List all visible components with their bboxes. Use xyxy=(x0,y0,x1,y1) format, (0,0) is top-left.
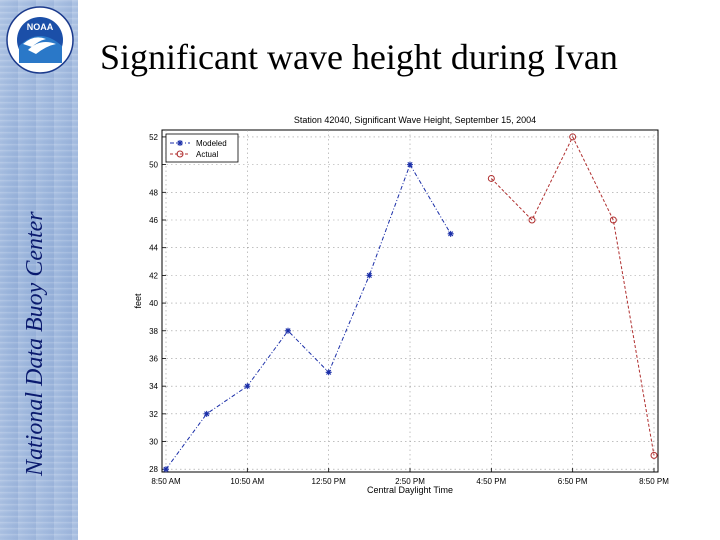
sidebar-band: NOAA National Data Buoy Center xyxy=(0,0,78,540)
chart-title: Station 42040, Significant Wave Height, … xyxy=(294,115,536,125)
y-tick-label: 52 xyxy=(149,133,158,142)
data-point-star xyxy=(177,140,183,146)
y-tick-label: 28 xyxy=(149,465,158,474)
noaa-logo: NOAA xyxy=(6,6,74,74)
y-tick-label: 36 xyxy=(149,354,158,363)
sidebar-title: National Data Buoy Center xyxy=(22,211,48,476)
legend-label: Modeled xyxy=(196,139,227,148)
data-point-star xyxy=(366,272,373,279)
data-point-circle xyxy=(487,174,495,182)
legend-label: Actual xyxy=(196,150,218,159)
y-tick-label: 48 xyxy=(149,188,158,197)
y-tick-label: 42 xyxy=(149,271,158,280)
y-tick-label: 30 xyxy=(149,438,158,447)
legend-box xyxy=(165,133,239,163)
x-tick-label: 12:50 PM xyxy=(312,477,347,486)
wave-height-chart: Station 42040, Significant Wave Height, … xyxy=(133,115,669,495)
legend-items: Modeled Actual xyxy=(170,139,227,159)
y-tick-label: 40 xyxy=(149,299,158,308)
data-point-star xyxy=(203,410,210,417)
data-point-circle xyxy=(650,451,658,459)
x-tick-label: 2:50 PM xyxy=(395,477,425,486)
series-actual xyxy=(487,133,658,459)
x-tick-label: 8:50 PM xyxy=(639,477,669,486)
data-point-circle xyxy=(609,216,617,224)
data-point-star xyxy=(285,327,291,334)
x-axis-label: Central Daylight Time xyxy=(367,485,453,495)
slide-title: Significant wave height during Ivan xyxy=(100,37,618,77)
y-tick-label: 44 xyxy=(149,244,158,253)
data-point-circle xyxy=(528,216,536,224)
data-point-star xyxy=(447,230,454,237)
y-tick-label: 46 xyxy=(149,216,158,225)
series-line xyxy=(490,135,655,456)
data-point-star xyxy=(244,383,251,390)
series-layer xyxy=(163,133,658,473)
legend-item: Modeled xyxy=(170,139,227,148)
tick-layer: 28 30 32 34 36 38 40 42 44 46 48 50 52 8:50 AM 10:50 A… xyxy=(149,133,669,486)
series-modeled xyxy=(163,161,454,473)
data-point-star xyxy=(407,161,413,168)
data-point-star xyxy=(163,466,169,473)
y-tick-label: 32 xyxy=(149,410,158,419)
x-tick-label: 6:50 PM xyxy=(558,477,588,486)
y-tick-label: 34 xyxy=(149,382,158,391)
x-tick-label: 10:50 AM xyxy=(230,477,264,486)
data-point-star xyxy=(325,369,332,376)
y-tick-label: 50 xyxy=(149,161,158,170)
x-tick-label: 8:50 AM xyxy=(151,477,181,486)
chart-legend: Modeled Actual xyxy=(165,133,239,163)
y-axis-label: feet xyxy=(133,293,143,309)
y-tick-label: 38 xyxy=(149,327,158,336)
data-point-circle xyxy=(569,133,577,141)
data-point-circle xyxy=(176,150,184,158)
noaa-logo-text: NOAA xyxy=(27,22,54,32)
x-tick-label: 4:50 PM xyxy=(476,477,506,486)
legend-item: Actual xyxy=(170,150,218,159)
